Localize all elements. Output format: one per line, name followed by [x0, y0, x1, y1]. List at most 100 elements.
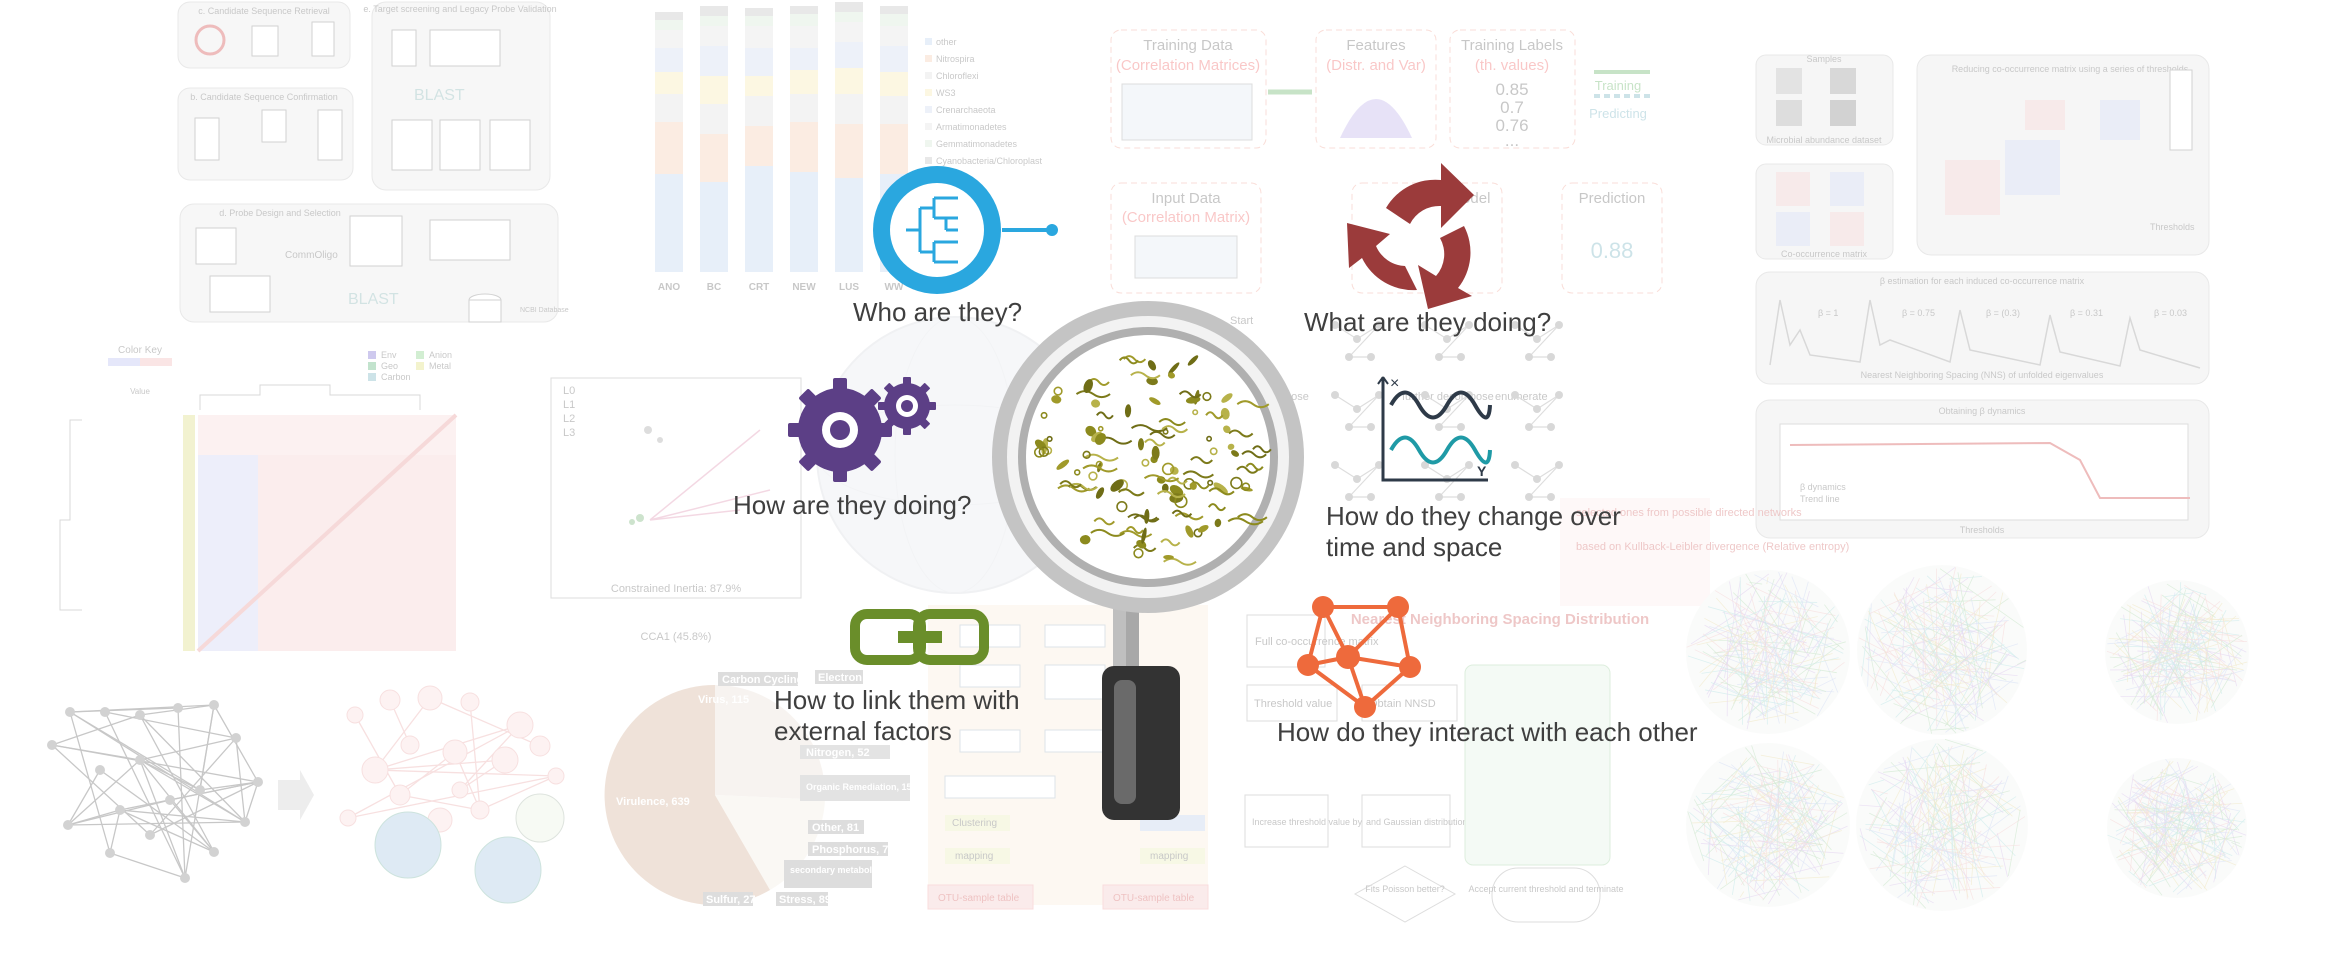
- hairball-edge: [2221, 613, 2237, 667]
- hairball-edge: [2147, 645, 2209, 688]
- hairball-edge: [1762, 798, 1822, 853]
- hairball-edge: [1695, 829, 1784, 870]
- hairball-edge: [1745, 573, 1794, 654]
- mini-network-node: [1375, 461, 1383, 469]
- hairball-edge: [1893, 703, 1965, 732]
- hairball-edge: [1902, 645, 2002, 684]
- mini-network-edge: [1536, 464, 1560, 480]
- network-edge: [454, 751, 481, 811]
- hairball-edge: [2169, 630, 2243, 637]
- hairball-background: [1686, 743, 1850, 907]
- hairball-edge: [1735, 809, 1780, 896]
- hairball-edge: [1809, 631, 1829, 706]
- stacked-bar-segment: [655, 174, 683, 272]
- hairball-edge: [1723, 799, 1789, 887]
- network-node: [442, 739, 468, 765]
- hairball-edge: [2164, 627, 2214, 665]
- legend-swatch: [925, 55, 932, 62]
- hairball-edge: [2150, 615, 2210, 667]
- microbe-filament: [1161, 425, 1189, 434]
- question-interact: How do they interact with each other: [1277, 717, 1698, 747]
- hairball-edge: [2116, 641, 2220, 661]
- svg-text:enumerate: enumerate: [1495, 391, 1548, 403]
- svg-text:...: ...: [1505, 131, 1519, 150]
- hairball-edge: [1723, 814, 1759, 863]
- hairball-background: [1856, 739, 2028, 911]
- hairball-edge: [1890, 643, 2025, 669]
- hairball-edge: [1795, 802, 1807, 834]
- hairball-edge: [1735, 872, 1764, 900]
- mini-network-node: [1345, 423, 1353, 431]
- hairball-edge: [1768, 815, 1823, 905]
- hairball-edge: [2123, 643, 2219, 675]
- bar-label: WW: [885, 282, 904, 293]
- svg-text:Sulfur, 27: Sulfur, 27: [706, 894, 756, 906]
- microbe-cell: [1168, 362, 1180, 375]
- hairball-edge: [1758, 578, 1775, 629]
- hairball-edge: [1900, 763, 1911, 783]
- hairball-edge: [1734, 609, 1798, 637]
- hairball-edge: [2127, 632, 2200, 673]
- hairball-edge: [1756, 789, 1795, 810]
- hairball-edge: [1900, 625, 1999, 725]
- hairball-edge: [2126, 774, 2134, 819]
- hairball-edge: [1893, 592, 1944, 708]
- hairball-edge: [2131, 636, 2247, 642]
- microbe-coccus: [1033, 446, 1045, 458]
- hairball-edge: [2149, 589, 2187, 707]
- hairball-edge: [2116, 645, 2217, 650]
- network-edge: [399, 794, 481, 811]
- hairball-edge: [2121, 793, 2164, 821]
- svg-text:Fits Poisson better?: Fits Poisson better?: [1365, 884, 1445, 894]
- hairball-edge: [2150, 646, 2191, 715]
- microbe-cell: [1197, 524, 1209, 533]
- hairball-edge: [1962, 780, 2003, 835]
- hairball-edge: [2147, 827, 2234, 834]
- mini-network-edge: [1424, 324, 1448, 340]
- hairball-edge: [1814, 674, 1817, 694]
- hairball-edge: [2157, 640, 2217, 679]
- hairball-edge: [1742, 646, 1751, 719]
- mini-network-node: [1367, 353, 1375, 361]
- svg-text:Full co-occurrence matrix: Full co-occurrence matrix: [1255, 636, 1379, 648]
- hairball-edge: [2178, 862, 2187, 866]
- hairball-edge: [2198, 652, 2209, 704]
- svg-text:Obtain NNSD: Obtain NNSD: [1369, 698, 1436, 710]
- stacked-bar-segment: [835, 94, 863, 124]
- hairball-edge: [2163, 808, 2169, 867]
- hairball-edge: [1696, 616, 1818, 646]
- hairball-edge: [1720, 681, 1796, 704]
- hairball-edge: [1799, 792, 1826, 826]
- hairball-edge: [1701, 757, 1748, 823]
- microbe-cell: [1231, 450, 1240, 457]
- time-series-graph-icon: × Y: [1377, 375, 1492, 482]
- network-node: [145, 830, 155, 840]
- hairball-edge: [2183, 854, 2226, 873]
- hairball-edge: [2197, 804, 2214, 871]
- microbe-filament: [1227, 517, 1264, 526]
- hairball-edge: [1722, 763, 1815, 872]
- hairball-edge: [1705, 689, 1791, 707]
- stacked-bar-segment: [745, 126, 773, 166]
- hairball-edge: [2146, 646, 2186, 653]
- hairball-edge: [1768, 639, 1807, 693]
- microbe-cell: [1149, 397, 1161, 406]
- hairball-edge: [1762, 852, 1791, 873]
- network-edge: [347, 724, 521, 819]
- hairball-edge: [1760, 830, 1842, 858]
- hairball-edge: [1737, 676, 1829, 685]
- hairball-edge: [1889, 870, 1936, 895]
- microbe-coccus: [1046, 435, 1053, 443]
- hairball-edge: [2107, 834, 2160, 857]
- hairball-edge: [2170, 602, 2223, 676]
- microbe-filament: [1088, 377, 1110, 386]
- svg-text:Y: Y: [1477, 463, 1487, 479]
- stacked-bar-segment: [655, 94, 683, 122]
- microbe-filament: [1118, 488, 1145, 497]
- hairball-edge: [1745, 775, 1814, 830]
- legend-label: WS3: [936, 88, 956, 98]
- hairball-edge: [1707, 807, 1713, 853]
- hairball-edge: [1709, 639, 1791, 644]
- microbe-coccus: [1095, 460, 1103, 468]
